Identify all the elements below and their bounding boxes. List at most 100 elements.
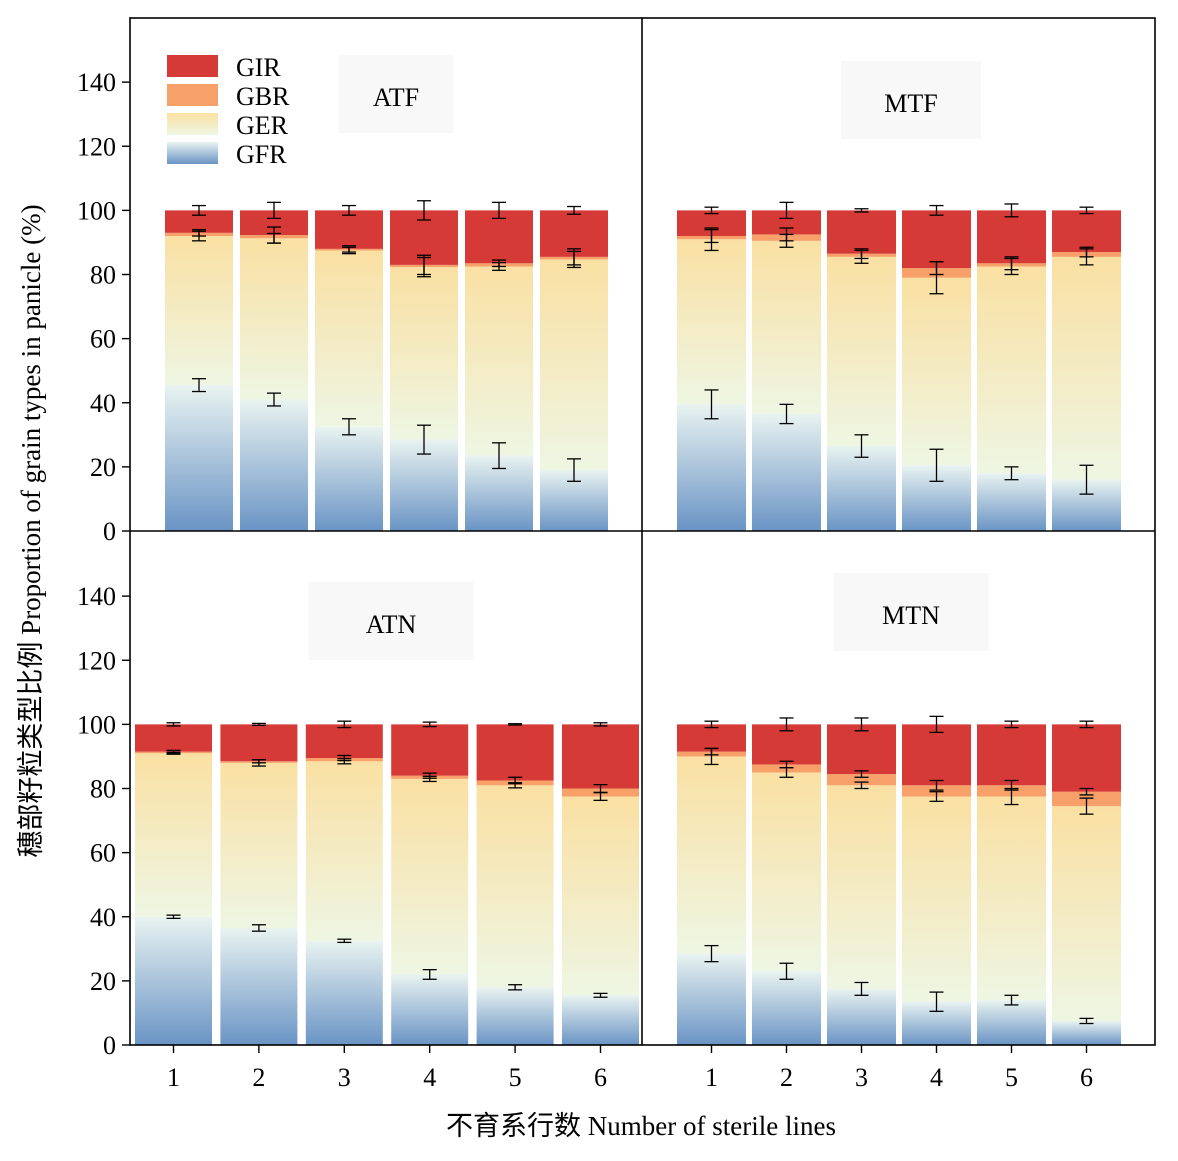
error-bar-gfr <box>854 981 869 996</box>
legend-label: GIR <box>236 53 281 82</box>
error-bar-ger <box>854 781 869 790</box>
x-tick-label: 5 <box>1005 1063 1018 1092</box>
bar-segment-gfr <box>1052 1020 1121 1045</box>
bar-stack-4 <box>390 200 458 531</box>
error-bar-gbr <box>422 772 437 779</box>
bar-segment-ger <box>677 239 746 405</box>
bar-segment-gfr <box>977 1000 1046 1045</box>
error-bar-gbr <box>779 760 794 769</box>
panel-title-backdrop <box>841 61 981 139</box>
error-bar-gfr <box>1079 1017 1094 1025</box>
error-bar-gir <box>854 208 869 213</box>
error-bar-gbr <box>593 784 608 793</box>
bar-segment-gfr <box>315 426 383 531</box>
bar-segment-gir <box>902 724 971 786</box>
error-bar-gfr <box>854 434 869 458</box>
panel-title-backdrop <box>338 55 454 133</box>
bar-segment-gfr <box>135 916 212 1045</box>
bar-stack-2 <box>220 722 298 1045</box>
error-bar-gfr <box>422 969 437 980</box>
panel-title-backdrop <box>308 582 474 660</box>
bar-stack-2 <box>240 201 308 531</box>
bar-segment-ger <box>391 778 469 975</box>
panel-title: ATN <box>366 610 417 639</box>
error-bar-gir <box>593 722 608 727</box>
bar-stack-3 <box>315 204 383 531</box>
bar-segment-gir <box>902 210 971 269</box>
panel-title-backdrop <box>833 573 989 651</box>
bar-segment-gfr <box>827 988 896 1045</box>
error-bar-gfr <box>508 984 523 991</box>
bar-segment-ger <box>752 240 821 414</box>
bar-segment-ger <box>465 266 533 456</box>
bar-stack-6 <box>540 205 608 531</box>
bar-segment-gfr <box>220 927 298 1045</box>
error-bar-gir <box>1004 203 1019 218</box>
y-tick-label: 80 <box>90 775 116 804</box>
bar-stack-4 <box>391 721 469 1045</box>
error-bar-gbr <box>417 254 431 276</box>
error-bar-gbr <box>854 770 869 778</box>
error-bar-gir <box>508 723 523 726</box>
bar-segment-gfr <box>827 446 896 531</box>
error-bar-gir <box>1079 720 1094 729</box>
bar-segment-gir <box>220 724 298 762</box>
bar-segment-ger <box>977 266 1046 474</box>
bar-stack-5 <box>977 720 1046 1045</box>
bar-stack-5 <box>465 201 533 531</box>
bar-stack-3 <box>305 720 383 1045</box>
bar-segment-ger <box>1052 256 1121 480</box>
error-bar-gir <box>567 205 581 215</box>
bar-segment-gfr <box>677 953 746 1045</box>
y-tick-label: 20 <box>90 453 116 482</box>
x-axis-right: 1 2 3 4 5 6 <box>705 1045 1093 1092</box>
bar-segment-ger <box>902 796 971 1002</box>
bar-segment-gir <box>677 724 746 752</box>
bar-stack-5 <box>977 203 1046 531</box>
bar-segment-gir <box>305 724 383 759</box>
error-bar-gfr <box>337 938 352 944</box>
bar-segment-gfr <box>752 971 821 1045</box>
bar-segment-gir <box>476 724 554 781</box>
legend-label: GER <box>236 111 289 140</box>
panels-layer: ATF MTF ATN MTN <box>135 55 1121 1045</box>
x-tick-label: 2 <box>252 1063 265 1092</box>
error-bar-gir <box>492 201 506 220</box>
error-bar-gbr <box>779 227 794 242</box>
panel-atn: ATN <box>135 582 639 1045</box>
bar-segment-gfr <box>476 987 554 1045</box>
bar-stack-1 <box>165 204 233 531</box>
bar-segment-ger <box>305 761 383 941</box>
bar-segment-gir <box>165 210 233 233</box>
y-tick-label: 120 <box>77 646 116 675</box>
error-bar-gir <box>779 717 794 732</box>
bar-segment-gir <box>827 210 896 254</box>
error-bar-gir <box>1004 720 1019 729</box>
bar-stack-2 <box>752 201 821 531</box>
y-tick-label: 140 <box>77 582 116 611</box>
bar-segment-ger <box>476 785 554 988</box>
bar-stack-6 <box>562 722 639 1045</box>
error-bar-gfr <box>166 914 181 920</box>
error-bar-gbr <box>492 259 506 268</box>
error-bar-gbr <box>267 226 281 244</box>
error-bar-gfr <box>492 442 506 470</box>
legend-item-gfr: GFR <box>167 140 287 169</box>
error-bar-gir <box>337 720 352 729</box>
bar-segment-gir <box>391 724 469 776</box>
bar-segment-gir <box>977 210 1046 264</box>
legend-item-ger: GER <box>167 111 289 140</box>
bar-segment-ger <box>827 256 896 447</box>
x-tick-label: 4 <box>423 1063 436 1092</box>
bar-segment-gfr <box>165 385 233 531</box>
x-tick-label: 3 <box>855 1063 868 1092</box>
x-tick-label: 1 <box>167 1063 180 1092</box>
bar-stack-5 <box>476 723 554 1045</box>
error-bar-gfr <box>342 418 356 436</box>
panel-atf: ATF <box>165 55 608 531</box>
error-bar-gir <box>166 722 181 727</box>
bar-stack-3 <box>827 717 896 1045</box>
bar-segment-gfr <box>390 439 458 531</box>
bar-stack-1 <box>677 720 746 1045</box>
bar-segment-gir <box>465 210 533 264</box>
